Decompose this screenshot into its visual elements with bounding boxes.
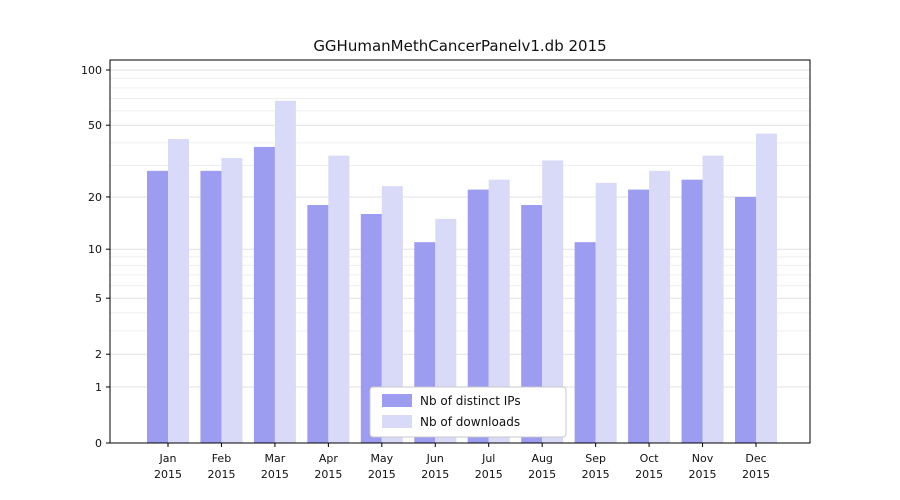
- x-tick-label: Feb 2015: [207, 452, 235, 481]
- x-tick-label: Jul 2015: [475, 452, 503, 481]
- bar-nb-of-downloads-jul-2015: [488, 179, 510, 443]
- y-tick-label: 50: [88, 119, 102, 132]
- bar-nb-of-distinct-ips-mar-2015: [253, 146, 275, 443]
- x-tick-label: Mar 2015: [261, 452, 289, 481]
- bar-nb-of-downloads-jan-2015: [168, 139, 189, 443]
- y-tick-label: 20: [88, 191, 102, 204]
- chart-title: GGHumanMethCancerPanelv1.db 2015: [313, 37, 606, 55]
- x-tick-label: Oct 2015: [635, 452, 663, 481]
- x-tick-label: Jan 2015: [154, 452, 182, 481]
- x-tick-label: Sep 2015: [582, 452, 610, 481]
- y-tick-label: 100: [81, 64, 102, 77]
- bar-nb-of-downloads-aug-2015: [542, 160, 564, 443]
- bar-nb-of-downloads-may-2015: [381, 186, 403, 444]
- bar-nb-of-distinct-ips-may-2015: [360, 214, 382, 443]
- bar-nb-of-downloads-sep-2015: [595, 182, 617, 443]
- bar-nb-of-downloads-apr-2015: [328, 155, 350, 444]
- legend: Nb of distinct IPs Nb of downloads: [369, 386, 567, 438]
- bar-nb-of-downloads-dec-2015: [756, 133, 777, 443]
- bar-nb-of-downloads-mar-2015: [274, 100, 296, 444]
- bar-nb-of-downloads-feb-2015: [221, 157, 243, 443]
- x-tick-label: Jun 2015: [421, 452, 449, 481]
- y-tick-label: 0: [95, 437, 102, 450]
- plot-border: [109, 59, 811, 444]
- x-tick-label: Dec 2015: [742, 452, 770, 481]
- y-tick-label: 10: [88, 243, 102, 256]
- bar-nb-of-distinct-ips-feb-2015: [200, 170, 222, 443]
- x-tick-label: Apr 2015: [314, 452, 342, 481]
- bar-nb-of-distinct-ips-apr-2015: [307, 205, 329, 443]
- bar-nb-of-distinct-ips-nov-2015: [681, 179, 703, 443]
- x-tick-label: Nov 2015: [689, 452, 717, 481]
- axes-layer: 0 1 2 5 10 20 50 100 Jan 2015 Feb 2015 Mar 2015 Apr 201…: [81, 59, 811, 481]
- bar-nb-of-downloads-nov-2015: [702, 155, 724, 444]
- legend-box: [369, 386, 567, 438]
- bar-nb-of-distinct-ips-dec-2015: [735, 196, 756, 443]
- legend-label-nb-of-distinct-ips: Nb of distinct IPs: [420, 394, 521, 408]
- bar-nb-of-distinct-ips-jul-2015: [467, 189, 489, 443]
- bar-nb-of-downloads-oct-2015: [649, 170, 671, 443]
- legend-swatch-nb-of-downloads: [382, 415, 412, 428]
- bar-nb-of-distinct-ips-oct-2015: [628, 189, 650, 443]
- bar-nb-of-distinct-ips-sep-2015: [574, 242, 596, 443]
- legend-label-nb-of-downloads: Nb of downloads: [420, 415, 520, 429]
- x-tick-label: May 2015: [368, 452, 396, 481]
- y-tick-label: 5: [95, 292, 102, 305]
- y-tick-label: 2: [95, 348, 102, 361]
- bar-nb-of-distinct-ips-jan-2015: [147, 170, 168, 443]
- x-tick-label: Aug 2015: [528, 452, 556, 481]
- y-tick-label: 1: [95, 381, 102, 394]
- legend-swatch-nb-of-distinct-ips: [382, 394, 412, 407]
- bar-nb-of-distinct-ips-aug-2015: [521, 205, 543, 443]
